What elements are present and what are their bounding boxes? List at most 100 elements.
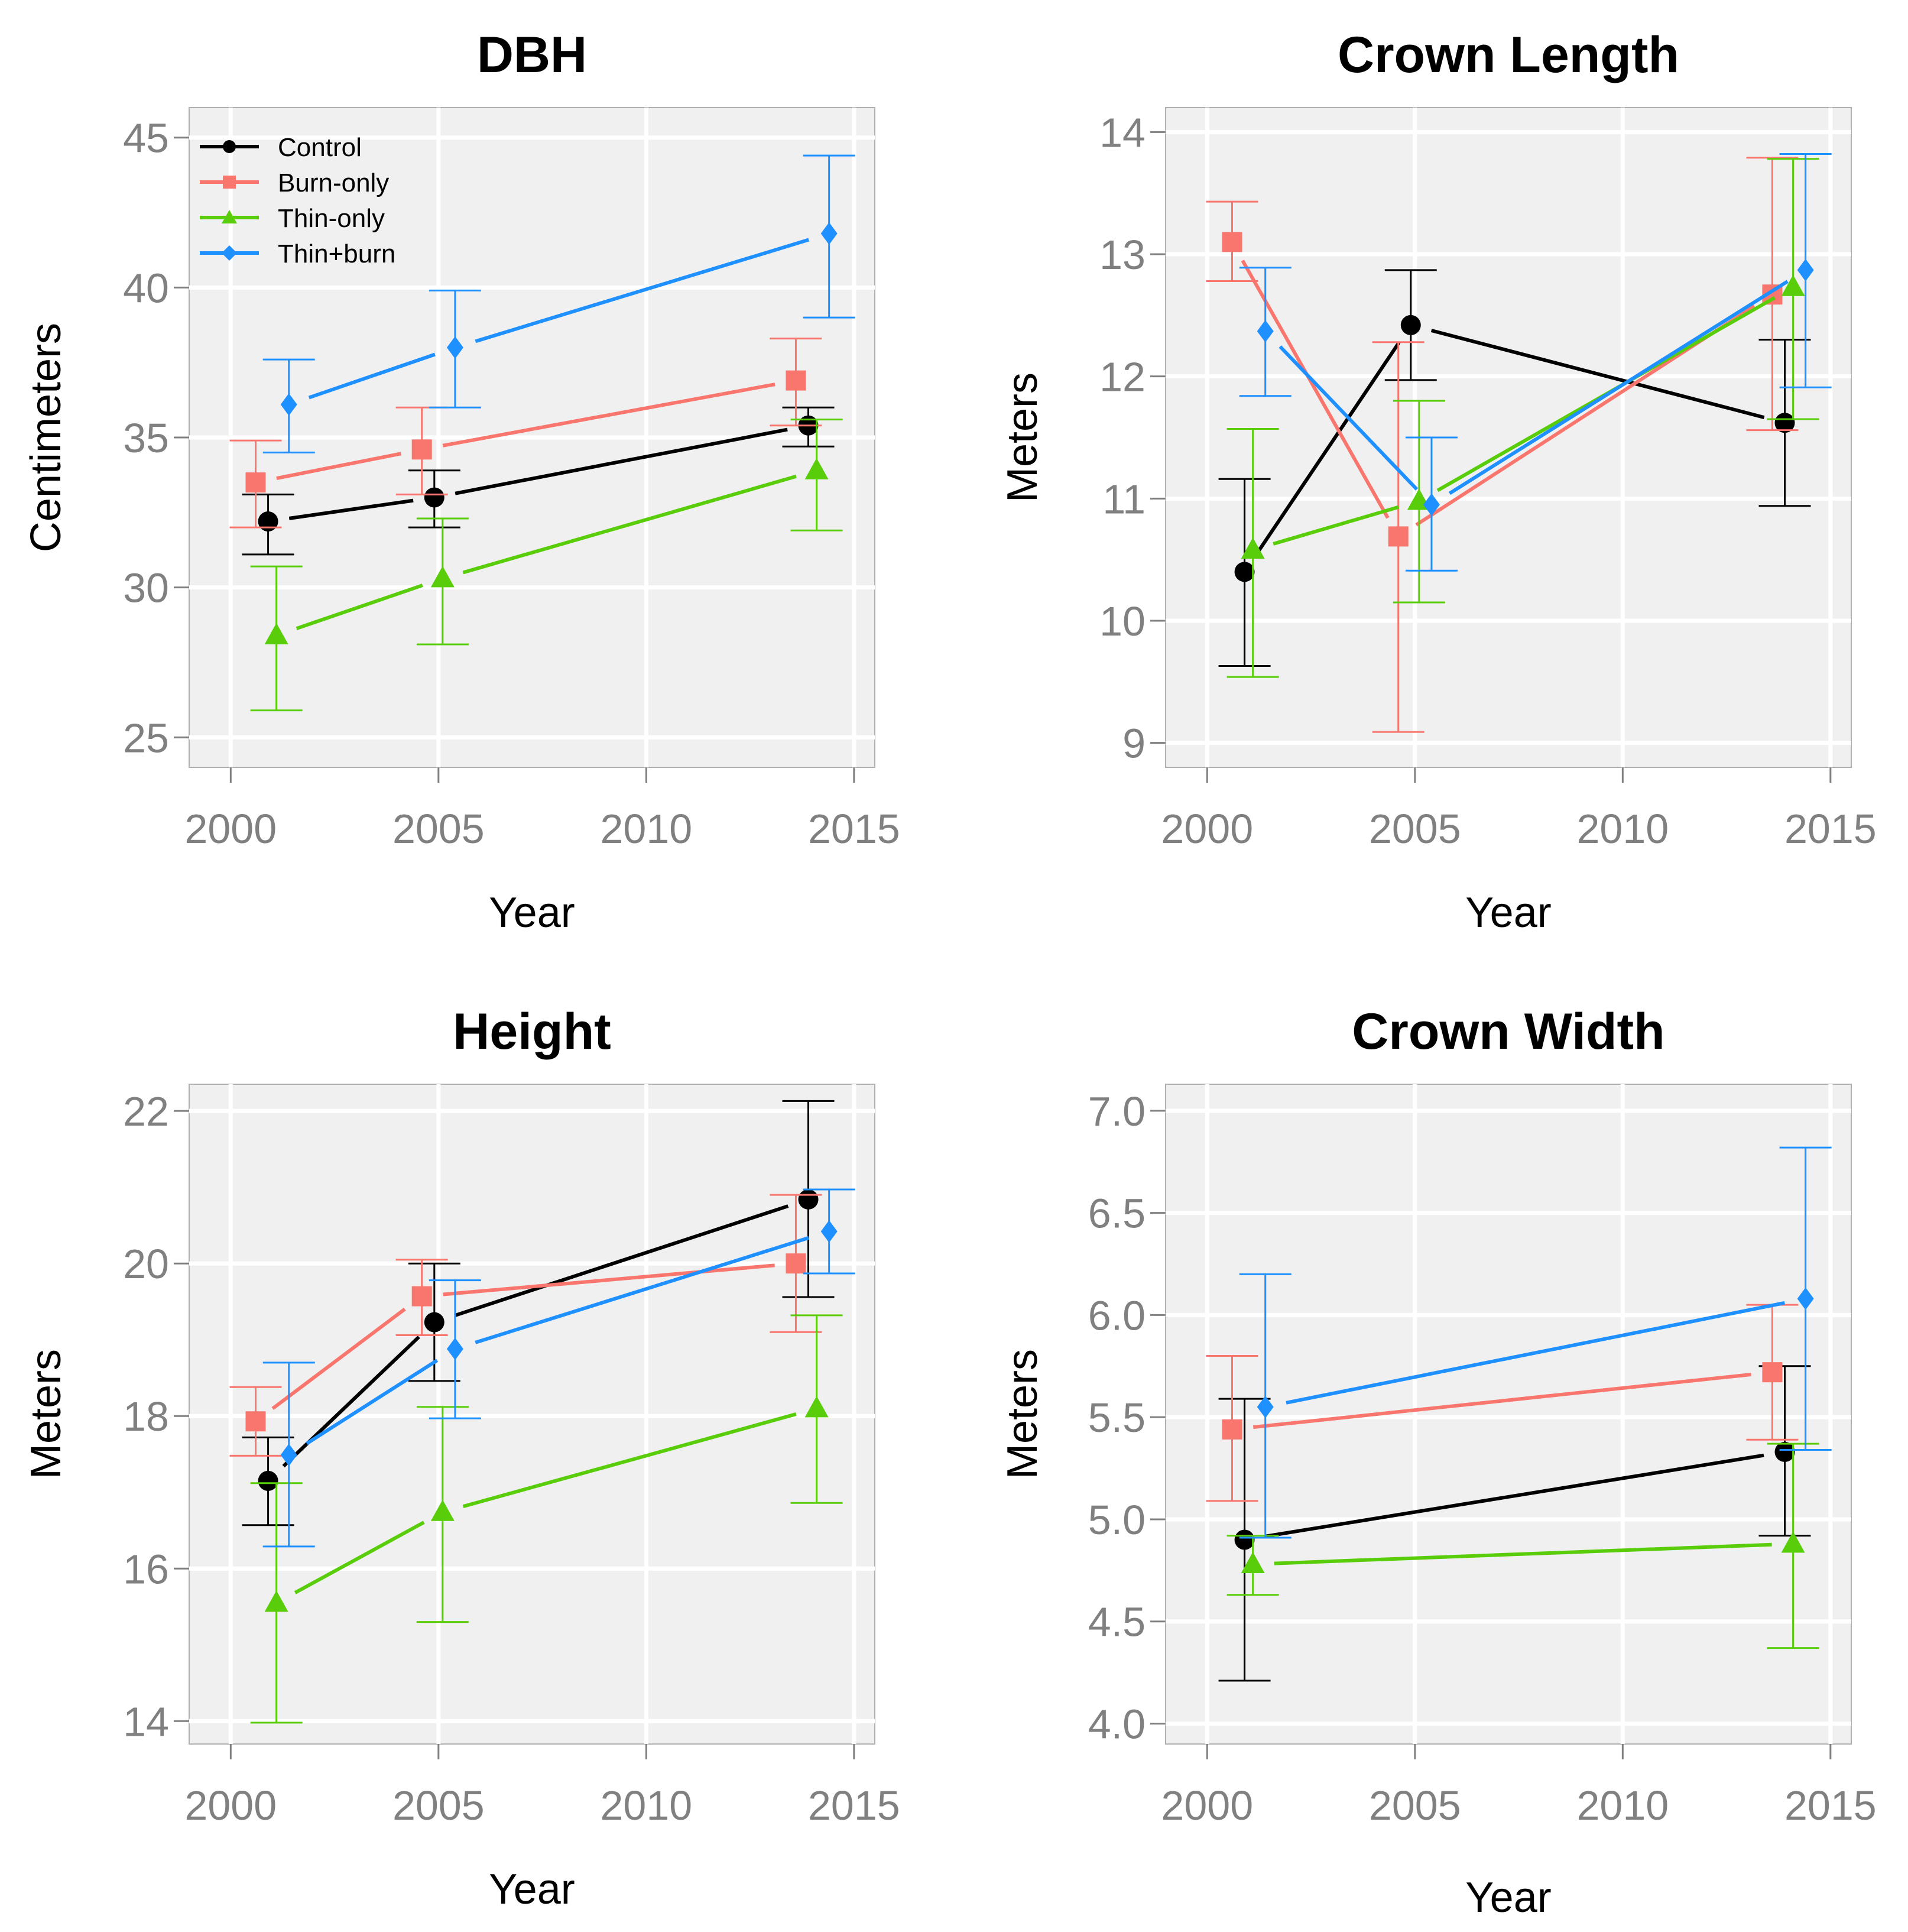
x-tick-label-2015: 2015: [1784, 806, 1877, 852]
series-line-thin-only-0: [1274, 1542, 1772, 1565]
x-tick-label-2010: 2010: [1576, 806, 1669, 852]
x-tick-label-2005: 2005: [392, 806, 485, 852]
data-point-burn-only-0: [245, 472, 266, 493]
series-thin-burn: [262, 154, 855, 453]
x-axis-label-height: Year: [489, 1866, 575, 1913]
legend-label-burn-only: Burn-only: [278, 168, 389, 197]
data-point-thin-only-2: [1781, 274, 1805, 296]
series-thin-burn: [1239, 153, 1832, 572]
chart-title-dbh: DBH: [477, 27, 587, 83]
x-axis-label-dbh: Year: [489, 889, 575, 936]
ticks-crown-width: 2000 2005 2010 2015 4.0 4.5 5.0 5.5 6.0 6.5 7.0: [1088, 1088, 1877, 1829]
data-point-burn-only-2: [786, 370, 806, 391]
series-line-thin-burn-0: [308, 352, 436, 400]
x-tick-label-2005: 2005: [392, 1782, 485, 1829]
series-height: [229, 1100, 855, 1724]
x-tick-label-2000: 2000: [1161, 1782, 1253, 1829]
data-point-burn-only-2: [786, 1253, 806, 1274]
series-thin-only: [250, 419, 843, 712]
data-point-thin-only-0: [1241, 537, 1265, 559]
data-point-thin-burn-1: [446, 336, 463, 359]
data-point-control-0: [258, 1470, 278, 1491]
data-point-thin-burn-0: [1257, 1395, 1274, 1418]
ticks-crown-length: 2000 2005 2010 2015 9 10 11 12 13 14: [1099, 109, 1877, 852]
series-thin-only: [1226, 1442, 1819, 1649]
x-tick-label-2000: 2000: [184, 1782, 277, 1829]
series-line-burn-only-1: [443, 1263, 775, 1296]
x-tick-label-2010: 2010: [1576, 1782, 1669, 1829]
chart-panel-crown-width: 2000 2005 2010 2015 4.0 4.5 5.0 5.5 6.0 6.5 7.0 Cr…: [999, 1003, 1877, 1921]
data-point-burn-only-0: [1222, 1419, 1242, 1440]
data-point-thin-only-0: [264, 1590, 288, 1612]
y-tick-label-35: 35: [123, 415, 169, 461]
data-point-burn-only-0: [1222, 232, 1242, 252]
series-line-thin-burn-1: [475, 238, 810, 343]
gridlines-crown-length: [1166, 108, 1851, 767]
series-line-thin-burn-0: [1279, 345, 1419, 491]
data-point-thin-only-0: [264, 623, 288, 644]
y-tick-label-9: 9: [1122, 721, 1146, 767]
data-point-thin-only-1: [1781, 1531, 1805, 1553]
x-tick-label-2000: 2000: [184, 806, 277, 852]
y-tick-label-13: 13: [1099, 232, 1146, 278]
data-point-control-0: [1234, 1529, 1255, 1550]
series-line-control-1: [455, 427, 788, 495]
data-point-thin-burn-2: [1797, 258, 1814, 281]
gridlines-height: [189, 1084, 875, 1744]
series-line-thin-only-0: [1273, 505, 1400, 546]
x-tick-label-2015: 2015: [808, 1782, 900, 1829]
gridlines-dbh: [189, 108, 875, 767]
series-burn-only: [1206, 1304, 1799, 1502]
chart-panel-dbh: 2000 2005 2010 2015 25 30 35 40 45 DBH Year Cent…: [22, 27, 900, 936]
chart-panel-height: 2000 2005 2010 2015 14 16 18 20 22 Height Year M…: [22, 1003, 900, 1913]
x-axis-label-crown-width: Year: [1465, 1874, 1551, 1921]
series-dbh: [229, 154, 855, 712]
y-tick-label-20: 20: [123, 1241, 169, 1287]
data-point-burn-only-1: [411, 439, 432, 460]
series-line-burn-only-0: [271, 1307, 406, 1411]
series-line-thin-only-1: [462, 1412, 797, 1509]
series-line-control-0: [288, 498, 414, 520]
legend-item-thin-only: Thin-only: [200, 204, 385, 233]
data-point-thin-burn-2: [820, 1220, 838, 1243]
series-line-control-0: [1265, 1453, 1764, 1538]
chart-panel-crown-length: 2000 2005 2010 2015 9 10 11 12 13 14 Crown Length…: [999, 27, 1877, 936]
legend-item-thin-burn: Thin+burn: [200, 239, 395, 268]
y-tick-label-14: 14: [123, 1698, 169, 1745]
y-tick-label-16: 16: [123, 1546, 169, 1592]
legend-marker-control: [223, 140, 236, 153]
ticks-height: 2000 2005 2010 2015 14 16 18 20 22: [123, 1088, 900, 1829]
x-tick-label-2015: 2015: [808, 806, 900, 852]
data-point-thin-only-2: [804, 458, 829, 479]
series-thin-burn: [262, 1188, 855, 1548]
y-tick-label-7.0: 7.0: [1088, 1088, 1146, 1134]
y-tick-label-45: 45: [123, 115, 169, 161]
data-point-control-2: [798, 1189, 819, 1210]
series-line-control-1: [454, 1204, 789, 1318]
chart-title-crown-width: Crown Width: [1352, 1003, 1664, 1060]
x-tick-label-2005: 2005: [1369, 806, 1461, 852]
legend-marker-thin-burn: [222, 245, 237, 261]
series-line-thin-burn-1: [475, 1236, 810, 1344]
series-line-burn-only-0: [1241, 260, 1390, 519]
data-point-thin-only-0: [1241, 1551, 1265, 1573]
data-point-control-0: [1234, 562, 1255, 582]
y-tick-label-11: 11: [1102, 476, 1146, 522]
series-control: [1218, 269, 1811, 667]
x-tick-label-2000: 2000: [1161, 806, 1253, 852]
series-line-thin-burn-1: [1448, 280, 1789, 495]
series-line-burn-only-0: [1252, 1372, 1751, 1429]
chart-title-height: Height: [453, 1003, 611, 1060]
data-point-thin-only-2: [804, 1396, 829, 1418]
legend-label-thin-only: Thin-only: [278, 204, 385, 233]
series-thin-burn: [1239, 1146, 1832, 1539]
data-point-thin-burn-1: [1797, 1287, 1814, 1310]
y-tick-label-4.5: 4.5: [1088, 1599, 1146, 1645]
ticks-dbh: 2000 2005 2010 2015 25 30 35 40 45: [123, 115, 900, 852]
series-line-burn-only-1: [442, 382, 775, 448]
y-axis-label-crown-width: Meters: [999, 1349, 1046, 1479]
data-point-thin-burn-0: [1257, 320, 1274, 343]
y-tick-label-6.0: 6.0: [1088, 1292, 1146, 1338]
data-point-thin-burn-1: [1423, 493, 1440, 516]
y-tick-label-5.5: 5.5: [1088, 1395, 1146, 1441]
